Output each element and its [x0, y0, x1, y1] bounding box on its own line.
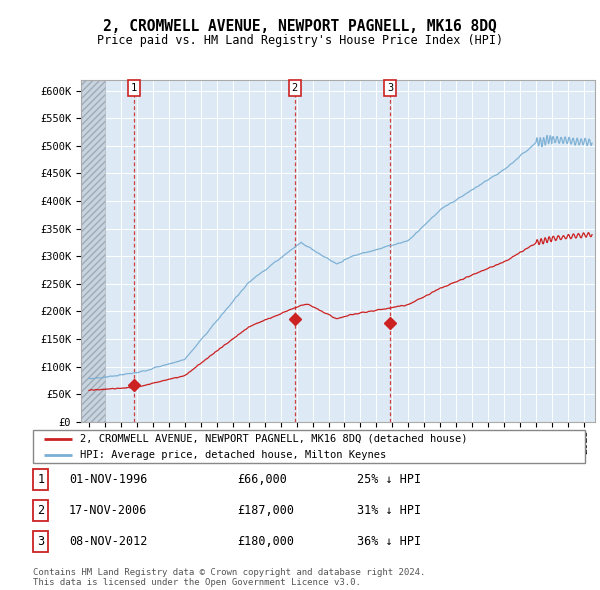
Text: £66,000: £66,000: [237, 473, 287, 486]
Text: 3: 3: [387, 83, 393, 93]
Text: 2, CROMWELL AVENUE, NEWPORT PAGNELL, MK16 8DQ (detached house): 2, CROMWELL AVENUE, NEWPORT PAGNELL, MK1…: [80, 434, 467, 444]
Text: 3: 3: [37, 535, 44, 548]
Text: 17-NOV-2006: 17-NOV-2006: [69, 504, 148, 517]
Text: 36% ↓ HPI: 36% ↓ HPI: [357, 535, 421, 548]
Text: 2: 2: [37, 504, 44, 517]
Text: 2, CROMWELL AVENUE, NEWPORT PAGNELL, MK16 8DQ: 2, CROMWELL AVENUE, NEWPORT PAGNELL, MK1…: [103, 19, 497, 34]
Text: 01-NOV-1996: 01-NOV-1996: [69, 473, 148, 486]
Text: 31% ↓ HPI: 31% ↓ HPI: [357, 504, 421, 517]
Text: 25% ↓ HPI: 25% ↓ HPI: [357, 473, 421, 486]
Text: £187,000: £187,000: [237, 504, 294, 517]
Text: Contains HM Land Registry data © Crown copyright and database right 2024.
This d: Contains HM Land Registry data © Crown c…: [33, 568, 425, 587]
Text: 1: 1: [37, 473, 44, 486]
Text: 2: 2: [292, 83, 298, 93]
Bar: [81, 80, 105, 422]
Text: £180,000: £180,000: [237, 535, 294, 548]
Text: HPI: Average price, detached house, Milton Keynes: HPI: Average price, detached house, Milt…: [80, 450, 386, 460]
Text: 08-NOV-2012: 08-NOV-2012: [69, 535, 148, 548]
Bar: [81, 80, 105, 422]
Text: Price paid vs. HM Land Registry's House Price Index (HPI): Price paid vs. HM Land Registry's House …: [97, 34, 503, 47]
Text: 1: 1: [131, 83, 137, 93]
